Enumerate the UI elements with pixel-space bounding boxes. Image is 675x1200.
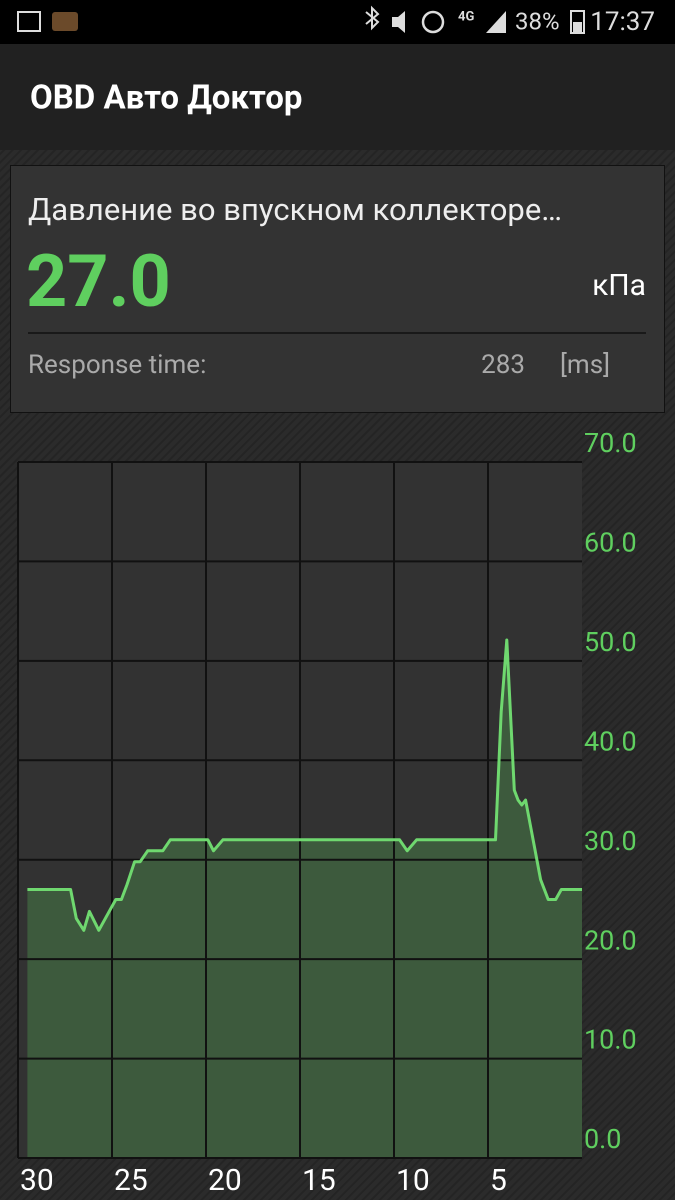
series-line [27,638,582,932]
x-tick-label: 20 [208,1163,242,1198]
y-tick-label: 70.0 [584,427,637,459]
y-tick-label: 0.0 [584,1123,621,1155]
app-icon [52,12,78,31]
response-value: 283 [481,350,525,380]
y-tick-label: 10.0 [584,1024,637,1056]
signal-icon [486,11,506,33]
chart: 0.0 10.0 20.0 30.0 40.0 50.0 60.0 70.0 30 25 20 15 1… [17,427,637,1198]
sensor-value: 27.0 [26,239,171,324]
sensor-title: Давление во впускном коллекторе… [28,191,562,228]
status-bar [0,0,675,44]
clock: 17:37 [590,7,655,37]
x-tick-label: 30 [20,1163,54,1198]
x-tick-label: 25 [114,1163,148,1198]
app-bar [0,44,675,150]
x-tick-label: 15 [302,1163,336,1198]
response-unit: [ms] [560,350,610,380]
y-tick-label: 60.0 [584,527,637,559]
battery-percent: 38% [515,7,560,35]
gallery-icon [17,11,41,32]
area-fill [27,640,582,1158]
x-tick-label: 10 [396,1163,430,1198]
app-title: OBD Авто Доктор [30,79,302,118]
network-type: 4G [458,9,474,24]
alarm-icon [421,10,445,34]
sensor-card[interactable] [10,165,665,413]
mute-icon [392,11,405,33]
sensor-unit: кПа [592,268,646,303]
x-tick-label: 5 [490,1163,507,1198]
y-tick-label: 30.0 [584,825,637,857]
y-tick-label: 50.0 [584,626,637,658]
response-label: Response time: [28,350,206,380]
battery-level [573,22,582,32]
battery-icon [570,10,585,34]
y-tick-label: 20.0 [584,924,637,956]
bluetooth-icon [365,5,380,31]
y-tick-label: 40.0 [584,725,637,757]
